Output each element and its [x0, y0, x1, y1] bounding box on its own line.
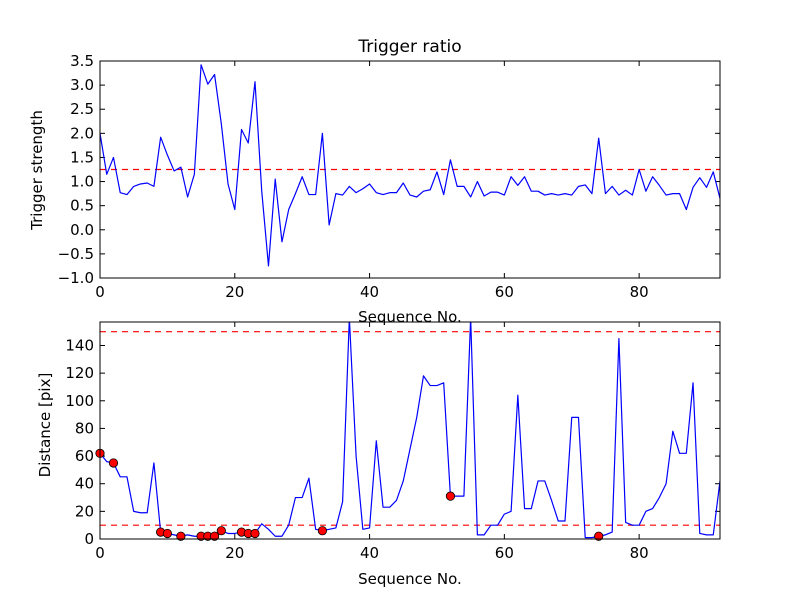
y-tick-label: 140: [65, 336, 94, 354]
data-marker: [209, 531, 220, 541]
y-tick-label: 0: [84, 530, 94, 548]
markers-layer: [95, 448, 604, 541]
plot-frame: [99, 60, 721, 279]
data-marker: [594, 531, 604, 541]
y-tick-label: 40: [75, 475, 94, 493]
y-tick-label: −0.5: [58, 245, 94, 263]
y-tick-label: 80: [75, 419, 94, 437]
x-axis-label: Sequence No.: [358, 308, 462, 326]
y-tick-label: 1.5: [70, 148, 94, 166]
ticks-layer: 0 20 40 60 80 −1.0 −0.5 0.0 0.5 1.0 1.5 2.0 2.5 3.0 3.…: [58, 52, 720, 301]
y-tick-label: 1.0: [70, 173, 94, 191]
y-tick-label: 20: [75, 502, 94, 520]
ticks-layer: 0 20 40 60 80 0 20 40 60 80 100 120 140: [65, 322, 720, 562]
data-marker: [176, 531, 186, 541]
data-marker: [162, 528, 172, 539]
data-marker: [108, 458, 119, 468]
x-tick-label: 20: [225, 283, 244, 301]
series-layer: [100, 64, 720, 267]
data-marker: [250, 528, 260, 539]
y-tick-label: 3.0: [70, 76, 94, 94]
x-tick-label: 40: [360, 283, 379, 301]
trigger-ratio-chart: Trigger ratio Sequence No. Trigger stren…: [28, 37, 721, 326]
y-tick-label: 2.5: [70, 100, 94, 118]
chart-title: Trigger ratio: [357, 37, 461, 57]
y-tick-label: 120: [65, 364, 94, 382]
y-tick-label: −1.0: [58, 269, 94, 287]
y-tick-label: 0.5: [70, 197, 94, 215]
threshold-lines: [100, 331, 720, 526]
x-tick-label: 80: [630, 283, 649, 301]
data-marker: [216, 526, 226, 536]
y-tick-label: 3.5: [70, 52, 94, 70]
x-axis-label: Sequence No.: [358, 570, 462, 588]
x-tick-label: 0: [95, 544, 105, 562]
y-tick-label: 2.0: [70, 124, 94, 142]
data-marker: [445, 491, 456, 501]
series-line: [100, 64, 720, 267]
x-tick-label: 40: [360, 544, 379, 562]
distance-chart: Sequence No. Distance [pix] 0 20 40 60 80 0 20…: [36, 321, 721, 588]
y-axis-label: Trigger strength: [28, 110, 46, 231]
y-tick-label: 0.0: [70, 221, 94, 239]
y-tick-label: 100: [65, 392, 94, 410]
data-marker: [317, 526, 327, 536]
y-tick-label: 60: [75, 447, 94, 465]
x-tick-label: 80: [630, 544, 649, 562]
x-tick-label: 20: [225, 544, 244, 562]
plot-frame: [99, 321, 721, 540]
y-axis-label: Distance [pix]: [36, 373, 54, 478]
x-tick-label: 0: [95, 283, 105, 301]
x-tick-label: 60: [495, 283, 514, 301]
x-tick-label: 60: [495, 544, 514, 562]
